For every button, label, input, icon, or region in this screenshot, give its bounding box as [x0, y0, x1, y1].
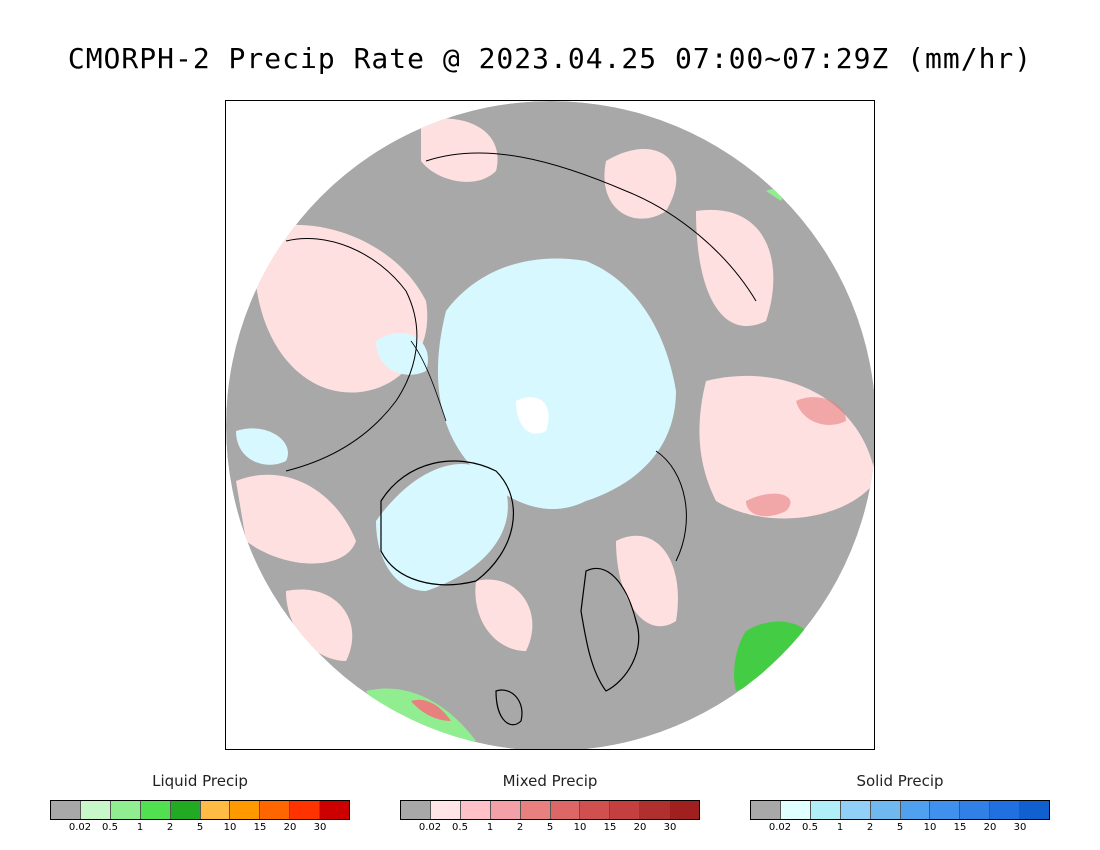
legend-swatch	[840, 801, 871, 819]
legend-colorbar	[750, 800, 1050, 820]
mixed-precip-area	[286, 589, 353, 661]
legend-swatch	[290, 801, 321, 819]
legend-swatch	[320, 801, 350, 819]
legend-tick-label: 20	[633, 822, 647, 833]
mixed-precip-area	[475, 579, 533, 651]
legend-solid: Solid Precip 0.02 0.5 1 2 5 10 15 20 30	[750, 772, 1050, 836]
mixed-precip-area	[616, 535, 678, 627]
legend-tick-label: 2	[166, 822, 174, 833]
russia-coastline	[655, 450, 687, 562]
mixed-precip-moderate	[746, 493, 791, 517]
legend-tick-label: 5	[896, 822, 904, 833]
solid-precip-area	[236, 428, 288, 465]
legend-ticks: 0.02 0.5 1 2 5 10 15 20 30	[750, 820, 1050, 836]
legend-swatch	[1020, 801, 1050, 819]
page-title: CMORPH-2 Precip Rate @ 2023.04.25 07:00~…	[67, 42, 1033, 75]
legend-swatch	[960, 801, 991, 819]
legend-tick-label: 15	[253, 822, 267, 833]
legend-tick-label: 2	[866, 822, 874, 833]
scandinavia-coastline	[580, 567, 640, 692]
legend-swatch	[520, 801, 551, 819]
legend-swatch	[110, 801, 141, 819]
legend-swatch	[610, 801, 641, 819]
legend-swatch	[870, 801, 901, 819]
solid-precip-area	[437, 258, 676, 510]
legend-title: Mixed Precip	[502, 772, 598, 790]
legend-tick-label: 30	[663, 822, 677, 833]
legend-title: Solid Precip	[856, 772, 944, 790]
legend-swatch	[490, 801, 521, 819]
legend-mixed: Mixed Precip 0.02 0.5 1 2 5 10 15 20 30	[400, 772, 700, 836]
legend-colorbar	[50, 800, 350, 820]
legend-swatch	[670, 801, 700, 819]
legend-swatch	[51, 801, 81, 819]
legend-tick-label: 10	[573, 822, 587, 833]
legend-swatch	[200, 801, 231, 819]
legend-swatch	[810, 801, 841, 819]
legend-swatch	[900, 801, 931, 819]
legend-tick-label: 2	[516, 822, 524, 833]
legend-tick-label: 15	[603, 822, 617, 833]
legend-tick-label: 0.02	[68, 822, 92, 833]
legend-tick-label: 1	[836, 822, 844, 833]
solid-precip-area	[376, 463, 508, 591]
legend-swatch	[260, 801, 291, 819]
legend-swatch	[170, 801, 201, 819]
legend-tick-label: 30	[313, 822, 327, 833]
legend-ticks: 0.02 0.5 1 2 5 10 15 20 30	[50, 820, 350, 836]
legend-swatch	[990, 801, 1021, 819]
legend-tick-label: 30	[1013, 822, 1027, 833]
mixed-precip-area	[604, 149, 677, 219]
legend-swatch	[550, 801, 581, 819]
mixed-precip-moderate	[796, 397, 846, 425]
legend-swatch	[930, 801, 961, 819]
legend-tick-label: 20	[283, 822, 297, 833]
solid-precip-pole	[516, 397, 549, 434]
legend-tick-label: 1	[486, 822, 494, 833]
legend-tick-label: 5	[546, 822, 554, 833]
legend-colorbar	[400, 800, 700, 820]
greenland-coastline	[380, 460, 514, 586]
siberia-coastline	[425, 152, 757, 302]
legend-swatch	[430, 801, 461, 819]
legend-swatch	[751, 801, 781, 819]
legend-swatch	[230, 801, 261, 819]
mixed-precip-area	[236, 474, 356, 564]
north-america-coastline	[285, 237, 418, 472]
legend-swatch	[80, 801, 111, 819]
legend-liquid: Liquid Precip 0.02 0.5 1 2 5 10 15 20 30	[50, 772, 350, 836]
legend-tick-label: 15	[953, 822, 967, 833]
legend-tick-label: 0.5	[802, 822, 818, 833]
legend-tick-label: 10	[223, 822, 237, 833]
arctic-islands-coastline	[410, 340, 447, 422]
legend-swatch	[580, 801, 611, 819]
britain-coastline	[495, 689, 523, 726]
polar-map-svg	[226, 101, 874, 749]
legend-tick-label: 0.5	[452, 822, 468, 833]
legend-swatch	[140, 801, 171, 819]
liquid-precip-area	[734, 621, 806, 691]
legend-tick-label: 1	[136, 822, 144, 833]
legend-swatch	[401, 801, 431, 819]
legend-ticks: 0.02 0.5 1 2 5 10 15 20 30	[400, 820, 700, 836]
legend-swatch	[460, 801, 491, 819]
solid-precip-area	[376, 332, 428, 375]
liquid-precip-heavy	[411, 699, 451, 721]
legend-tick-label: 0.5	[102, 822, 118, 833]
legend-swatch	[780, 801, 811, 819]
legend-tick-label: 0.02	[768, 822, 792, 833]
mixed-precip-area	[421, 118, 498, 182]
legend-tick-label: 0.02	[418, 822, 442, 833]
precip-map	[225, 100, 875, 750]
legend-swatch	[640, 801, 671, 819]
legend-tick-label: 20	[983, 822, 997, 833]
legend-tick-label: 10	[923, 822, 937, 833]
legend-tick-label: 5	[196, 822, 204, 833]
legend-title: Liquid Precip	[152, 772, 248, 790]
